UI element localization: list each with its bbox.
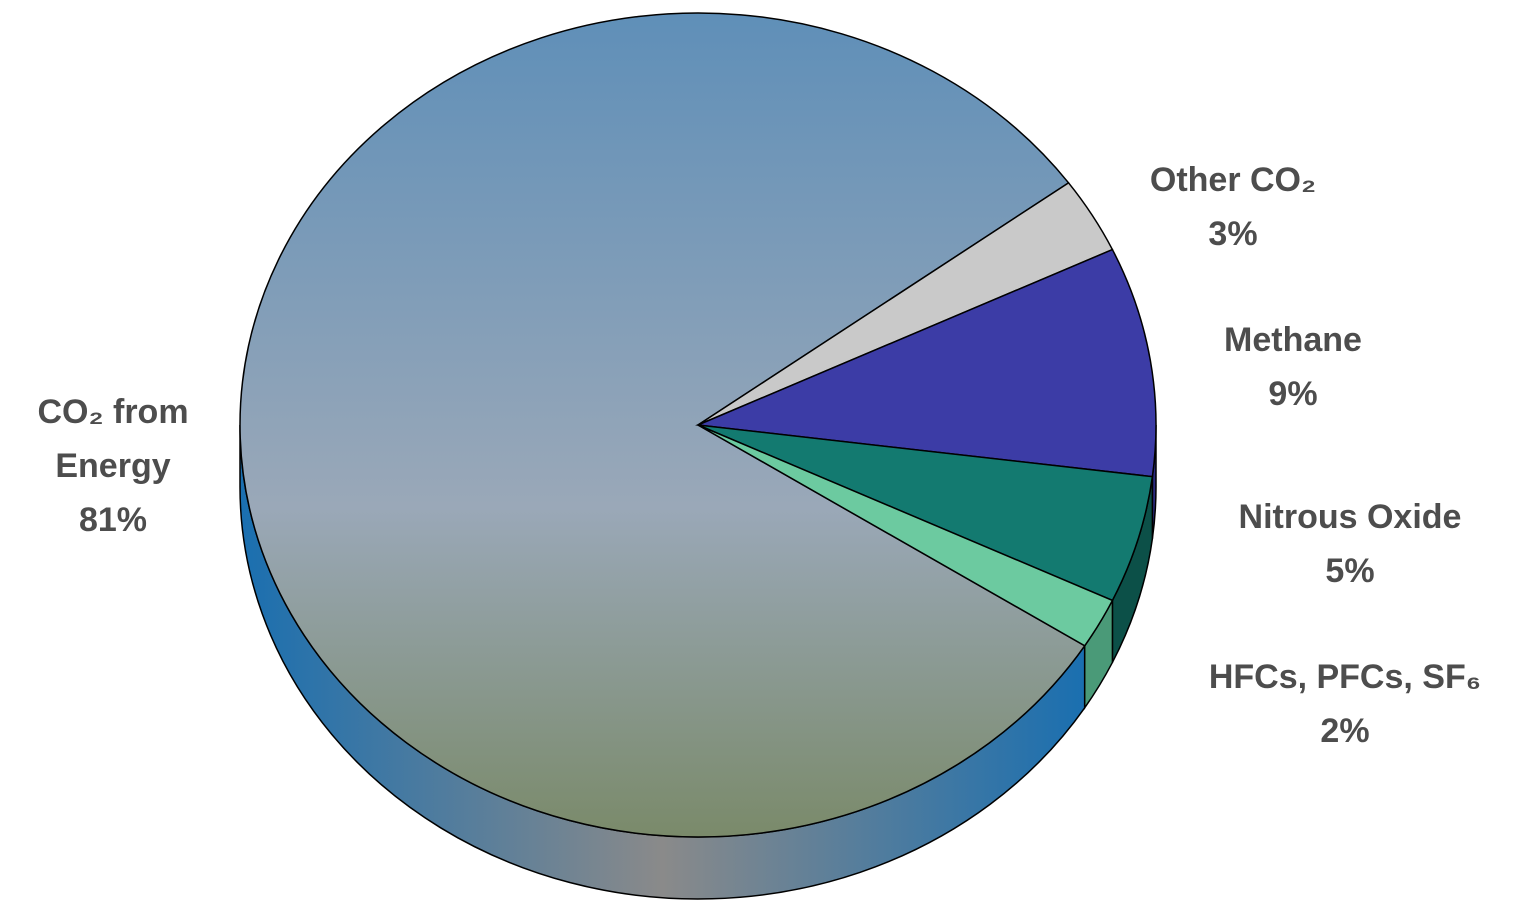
pie-slice: [697, 424, 1154, 602]
category-label: CO₂ from Energy: [37, 393, 189, 485]
category-label: Other CO₂: [1149, 161, 1317, 199]
category-label: Nitrous Oxide: [1238, 498, 1462, 536]
slice-label: HFCs, PFCs, SF₆ 2%: [1155, 650, 1535, 758]
value-label: 3%: [1208, 215, 1258, 253]
slice-label: Methane 9%: [1163, 313, 1423, 421]
pie-slice: [239, 12, 1086, 838]
slice-label: Nitrous Oxide 5%: [1190, 490, 1510, 598]
value-label: 2%: [1320, 712, 1370, 750]
pie-slice: [695, 248, 1157, 478]
value-label: 9%: [1268, 375, 1318, 413]
slice-label: Other CO₂ 3%: [1103, 153, 1363, 261]
category-label: HFCs, PFCs, SF₆: [1208, 658, 1482, 696]
slice-label: CO₂ from Energy 81%: [3, 385, 223, 547]
value-label: 81%: [78, 501, 148, 539]
value-label: 5%: [1325, 552, 1375, 590]
category-label: Methane: [1224, 321, 1362, 359]
pie-slice: [697, 424, 1114, 647]
